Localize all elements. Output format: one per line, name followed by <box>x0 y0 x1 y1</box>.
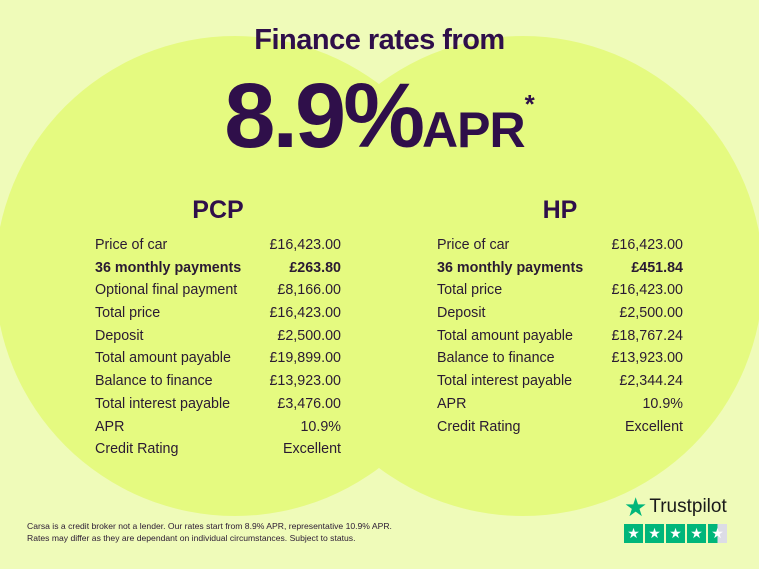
disclaimer-line: Rates may differ as they are dependant o… <box>27 533 356 543</box>
row-value: £3,476.00 <box>277 395 341 412</box>
trustpilot-logo: ★ Trustpilot <box>624 491 727 522</box>
row-value: £13,923.00 <box>269 373 341 390</box>
star-icon: ★ <box>666 524 685 543</box>
row-label: Total interest payable <box>95 395 231 412</box>
pcp-table: PCP Price of car £16,423.00 36 monthly paym… <box>95 196 341 461</box>
table-row: APR 10.9% <box>95 416 341 439</box>
table-row: Deposit £2,500.00 <box>437 302 683 325</box>
star-icon: ★ <box>624 524 643 543</box>
row-value: £16,423.00 <box>611 282 683 299</box>
row-label: Total interest payable <box>437 373 573 390</box>
row-value: £16,423.00 <box>269 237 341 253</box>
disclaimer-line: Carsa is a credit broker not a lender. O… <box>27 521 392 531</box>
table-row: Total price £16,423.00 <box>437 279 683 302</box>
row-label: Price of car <box>95 237 168 253</box>
table-row: Total interest payable £2,344.24 <box>437 370 683 393</box>
star-icon: ★ <box>624 491 648 522</box>
row-value: Excellent <box>282 441 341 458</box>
row-label: Deposit <box>95 327 144 344</box>
table-row: Total amount payable £19,899.00 <box>95 347 341 370</box>
row-label: Total price <box>95 305 161 322</box>
row-value: £19,899.00 <box>269 350 341 367</box>
row-value: Excellent <box>624 418 683 435</box>
row-value: £16,423.00 <box>269 305 341 322</box>
star-icon: ★ <box>687 524 706 543</box>
table-row: Price of car £16,423.00 <box>437 234 683 257</box>
row-value: £2,500.00 <box>619 305 683 322</box>
trustpilot-badge[interactable]: ★ Trustpilot ★ ★ ★ ★ ★ <box>624 491 727 543</box>
row-label: Optional final payment <box>95 282 238 299</box>
plan-title: PCP <box>192 196 244 224</box>
row-value: £263.80 <box>289 259 341 276</box>
row-value: £16,423.00 <box>611 237 683 253</box>
star-icon: ★ <box>708 524 727 543</box>
row-label: Price of car <box>437 237 510 253</box>
disclaimer: Carsa is a credit broker not a lender. O… <box>27 520 392 544</box>
row-value: £18,767.24 <box>611 327 683 344</box>
background-circle-right <box>283 36 759 516</box>
row-label: Deposit <box>437 305 486 322</box>
star-icon: ★ <box>645 524 664 543</box>
row-value: 10.9% <box>300 418 341 435</box>
row-label: Credit Rating <box>95 441 179 458</box>
row-label: Balance to finance <box>95 373 213 390</box>
headline: Finance rates from <box>254 24 505 56</box>
row-value: £2,500.00 <box>277 327 341 344</box>
table-row: Price of car £16,423.00 <box>95 234 341 257</box>
table-row: APR 10.9% <box>437 393 683 416</box>
table-row: Credit Rating Excellent <box>95 438 341 461</box>
row-label: Total price <box>437 282 503 299</box>
table-row: Total interest payable £3,476.00 <box>95 393 341 416</box>
row-label: Credit Rating <box>437 418 521 435</box>
row-label: Total amount payable <box>95 350 231 367</box>
row-label: 36 monthly payments <box>437 259 584 276</box>
table-row: Balance to finance £13,923.00 <box>437 347 683 370</box>
row-value: 10.9% <box>642 395 683 412</box>
row-label: Total amount payable <box>437 327 573 344</box>
row-value: £451.84 <box>631 259 683 276</box>
table-row: Credit Rating Excellent <box>437 416 683 439</box>
row-value: £2,344.24 <box>619 373 683 390</box>
row-label: 36 monthly payments <box>95 259 242 276</box>
row-value: £8,166.00 <box>277 282 341 299</box>
table-row: Total price £16,423.00 <box>95 302 341 325</box>
table-row: Deposit £2,500.00 <box>95 325 341 348</box>
table-row: Optional final payment £8,166.00 <box>95 279 341 302</box>
plan-title: HP <box>542 196 578 224</box>
table-row: 36 monthly payments £263.80 <box>95 257 341 280</box>
rate-value: 8.9% <box>224 65 425 167</box>
row-label: APR <box>437 395 467 412</box>
rating-stars: ★ ★ ★ ★ ★ <box>624 524 727 543</box>
table-row: 36 monthly payments £451.84 <box>437 257 683 280</box>
hp-table: HP Price of car £16,423.00 36 monthly payme… <box>437 196 683 438</box>
row-label: APR <box>95 418 125 435</box>
table-row: Total amount payable £18,767.24 <box>437 325 683 348</box>
table-row: Balance to finance £13,923.00 <box>95 370 341 393</box>
asterisk: * <box>524 89 535 119</box>
trustpilot-name: Trustpilot <box>649 496 727 517</box>
rate-display: 8.9%APR* <box>0 64 759 169</box>
row-value: £13,923.00 <box>611 350 683 367</box>
apr-label: APR <box>422 102 526 158</box>
row-label: Balance to finance <box>437 350 555 367</box>
